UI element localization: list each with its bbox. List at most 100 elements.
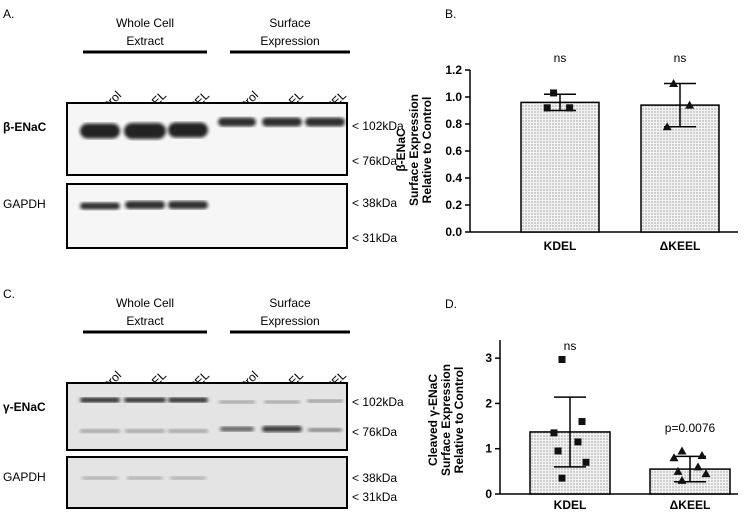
x-tick-label: ΔKEEL [660, 239, 701, 253]
group-label: Expression [260, 314, 319, 328]
blot-band [124, 123, 166, 139]
blot-membrane [66, 102, 348, 176]
panel-label: A. [3, 7, 14, 21]
y-tick-label: 2 [485, 396, 492, 410]
group-label: Whole Cell [116, 16, 174, 30]
panel-label: C. [3, 287, 15, 301]
blot-band [80, 429, 120, 433]
data-point [669, 79, 679, 87]
blot-band [127, 476, 163, 480]
blot-membrane [66, 382, 348, 451]
data-point [693, 462, 703, 471]
blot-band [262, 117, 302, 127]
blot-band [220, 426, 254, 432]
panel-label: D. [445, 297, 457, 311]
x-tick-label: KDEL [544, 239, 577, 253]
size-marker: < 38kDa [352, 471, 397, 485]
blot-membrane [66, 456, 348, 509]
annotation: ns [674, 51, 687, 65]
blot-band [219, 400, 255, 404]
y-tick-label: 1.0 [445, 90, 462, 104]
blot-band [218, 117, 256, 127]
group-label: Surface [269, 296, 311, 310]
blot-membrane [66, 183, 348, 249]
y-axis-label: Relative to Control [452, 367, 466, 474]
data-point [697, 451, 707, 459]
y-tick-label: 3 [485, 351, 492, 365]
data-point [662, 122, 672, 131]
group-label: Whole Cell [116, 296, 174, 310]
data-point [673, 466, 683, 475]
y-axis-label: Cleaved γ-ENaC [426, 374, 440, 466]
size-marker: < 76kDa [352, 154, 397, 168]
size-marker: < 31kDa [352, 490, 397, 504]
y-axis-label: Surface Expression [439, 364, 453, 476]
data-point [550, 89, 558, 97]
data-point [669, 453, 679, 462]
blot-band [264, 400, 300, 404]
group-label: Extract [126, 34, 164, 48]
row-label: GAPDH [3, 197, 46, 211]
data-point [558, 355, 566, 363]
bar [520, 101, 600, 233]
data-point [578, 418, 586, 426]
bar-chart: D. Cleaved γ-ENaC Surface Expression Relati… [426, 297, 738, 512]
size-marker: < 102kDa [352, 395, 404, 409]
blot-band [168, 122, 208, 138]
data-point [558, 474, 566, 482]
blot-band [170, 476, 206, 480]
size-marker: < 38kDa [352, 196, 397, 210]
y-tick-label: 1 [485, 442, 492, 456]
y-tick-label: 0 [485, 487, 492, 501]
blot-band [124, 397, 166, 403]
blot-panel: A.Whole CellExtractSurfaceExpressionCont… [3, 7, 404, 249]
data-point [677, 475, 687, 484]
data-point [543, 104, 551, 112]
error-bar [554, 396, 586, 468]
y-tick-label: 0.6 [445, 144, 462, 158]
blot-band [125, 201, 165, 209]
group-label: Expression [260, 34, 319, 48]
blot-band [305, 117, 345, 127]
blot-band [80, 123, 120, 139]
group-label: Surface [269, 16, 311, 30]
blot-band [80, 397, 120, 403]
annotation: ns [564, 339, 577, 353]
y-tick-label: 1.2 [445, 63, 462, 77]
y-axis-label: Surface Expression [407, 94, 421, 206]
annotation: ns [554, 51, 567, 65]
row-label: GAPDH [3, 470, 46, 484]
data-point [677, 446, 687, 455]
y-axis-label: β-ENaC [394, 128, 408, 172]
data-point [582, 458, 590, 466]
annotation: p=0.0076 [665, 421, 716, 435]
data-point [685, 100, 695, 109]
data-point [550, 429, 558, 437]
panel-label: B. [445, 7, 456, 21]
group-label: Extract [126, 314, 164, 328]
blot-band [82, 476, 118, 480]
y-tick-label: 0.8 [445, 117, 462, 131]
data-point [701, 469, 711, 478]
row-label: γ-ENaC [3, 400, 46, 414]
bar-chart: B. β-ENaC Surface Expression Relative to Co… [394, 7, 738, 253]
blot-band [168, 201, 208, 209]
size-marker: < 31kDa [352, 231, 397, 245]
blot-band [262, 426, 302, 432]
blot-band [80, 202, 120, 210]
data-point [574, 438, 582, 446]
y-tick-label: 0.2 [445, 198, 462, 212]
blot-panel: C.Whole CellExtractSurfaceExpressionCont… [3, 287, 404, 509]
y-tick-label: 0.4 [445, 171, 462, 185]
y-tick-label: 0.0 [445, 225, 462, 239]
y-axis-label: Relative to Control [420, 97, 434, 204]
size-marker: < 102kDa [352, 119, 404, 133]
blot-band [125, 429, 165, 433]
row-label: β-ENaC [3, 120, 47, 134]
data-point [554, 447, 562, 455]
x-tick-label: ΔKEEL [670, 498, 711, 512]
blot-band [168, 429, 208, 433]
blot-band [308, 428, 342, 432]
x-tick-label: KDEL [554, 498, 587, 512]
